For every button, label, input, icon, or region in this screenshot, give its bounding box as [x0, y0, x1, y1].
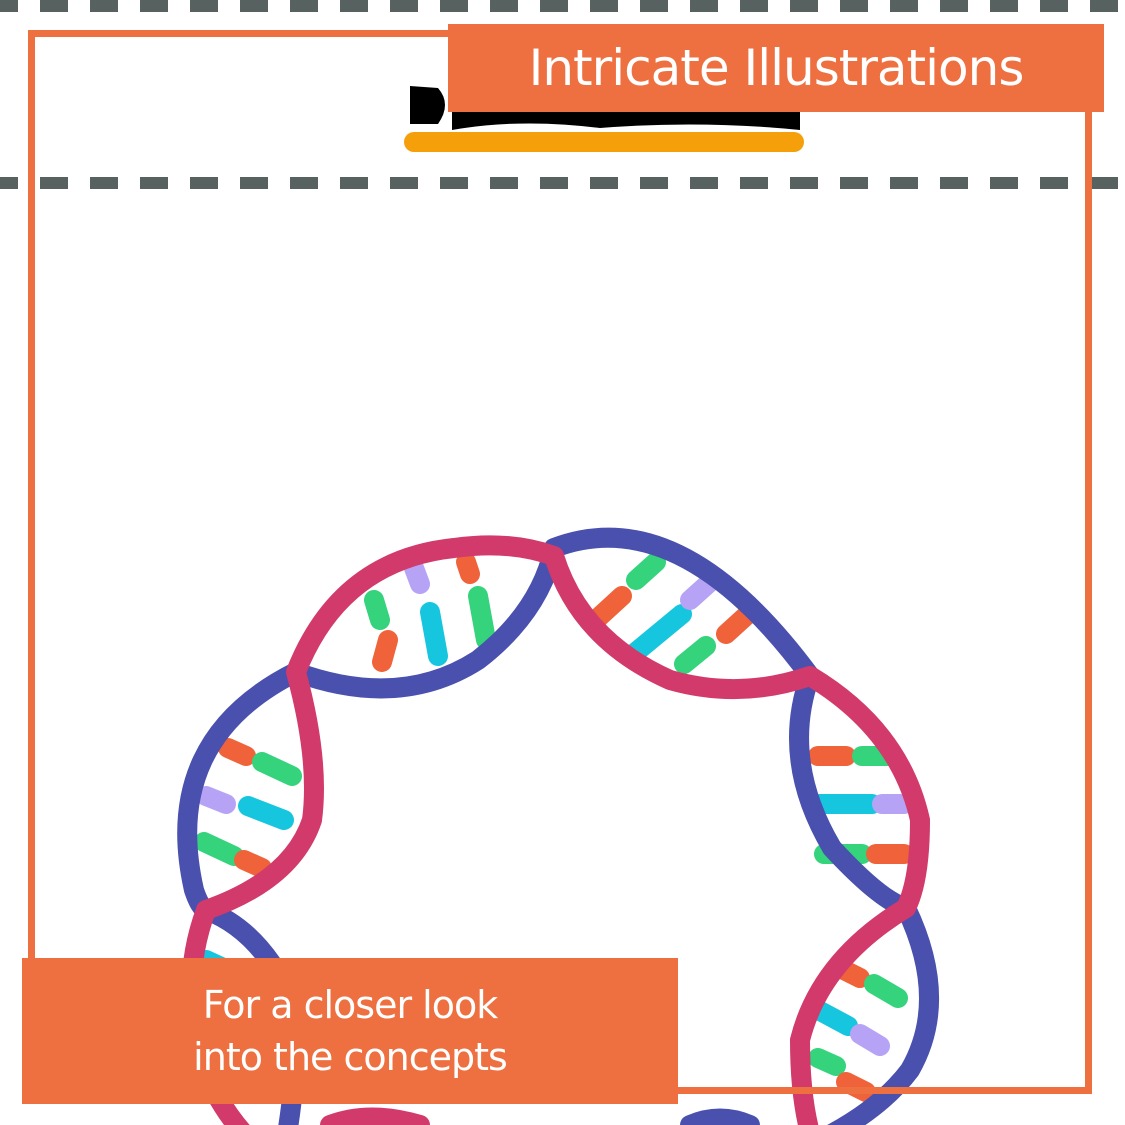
base-pair [626, 552, 666, 590]
caption-line-1: For a closer look [202, 983, 498, 1027]
title-text: Intricate Illustrations [528, 39, 1025, 97]
base-pair [588, 586, 632, 628]
base-pair [194, 832, 244, 866]
base-pair [680, 572, 720, 610]
base-pair [420, 602, 448, 666]
base-pair [674, 636, 716, 674]
base-pair [196, 786, 236, 814]
dna-strand-pink-bottom [320, 1107, 430, 1125]
base-pair [468, 586, 496, 650]
dna-strand-blue-bottom [680, 1108, 760, 1125]
caption-banner: For a closer look into the concepts [22, 958, 678, 1104]
top-dashed-divider [0, 0, 1125, 12]
base-pair [372, 630, 398, 672]
base-pair [626, 604, 692, 662]
base-pair [252, 752, 302, 786]
base-pair [812, 1002, 858, 1036]
base-pair [808, 1048, 846, 1076]
base-pair [218, 738, 256, 766]
base-pair [456, 552, 480, 584]
base-pair [836, 1072, 876, 1102]
heading-letter-fragment [410, 86, 445, 124]
base-pair [238, 796, 294, 830]
base-pair [234, 850, 272, 878]
base-pair [404, 558, 430, 594]
caption-line-2: into the concepts [193, 1035, 508, 1079]
base-pair [850, 1024, 890, 1056]
base-pair [716, 604, 758, 644]
base-pair [864, 974, 908, 1008]
heading-underline [404, 132, 804, 152]
base-pair [364, 590, 390, 630]
middle-dashed-divider [0, 177, 1125, 189]
title-banner: Intricate Illustrations [448, 24, 1104, 112]
